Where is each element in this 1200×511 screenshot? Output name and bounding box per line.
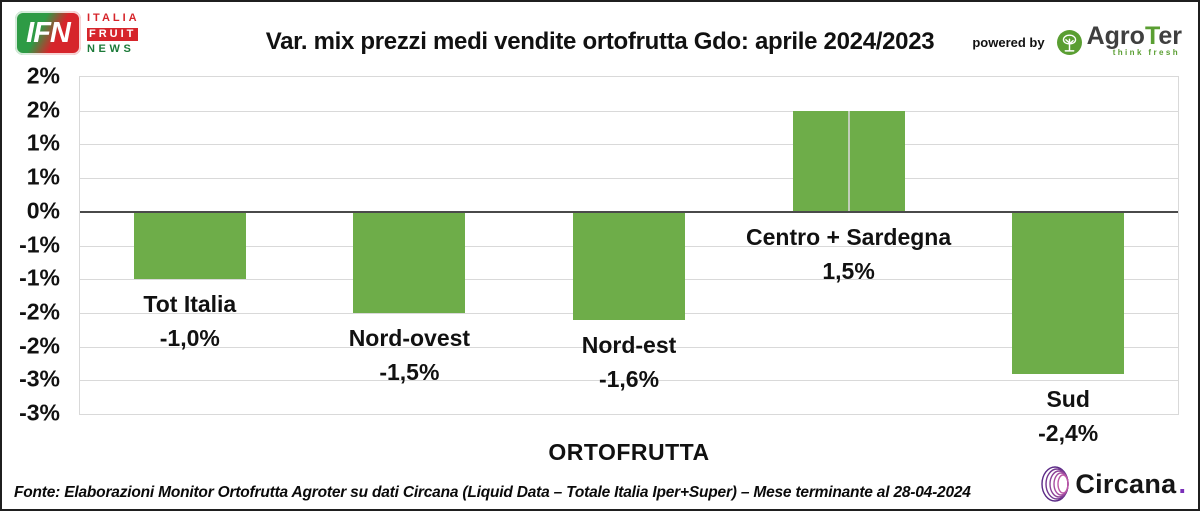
- agroter-tree-icon: [1056, 30, 1082, 55]
- circana-dot: .: [1178, 468, 1186, 499]
- bar-label-block: Centro + Sardegna 1,5%: [729, 220, 969, 288]
- gridline: [80, 380, 1178, 382]
- y-axis-tick-label: -2%: [19, 332, 60, 359]
- y-axis: 2% 2% 1% 1% 0% -1% -1% -2% -2% -3% -3%: [2, 64, 72, 424]
- agroter-logo: AgroTer think fresh: [1056, 22, 1182, 61]
- ifn-word-fruit: FRUIT: [87, 27, 139, 41]
- ifn-word-italia: ITALIA: [87, 12, 140, 24]
- chart-title: Var. mix prezzi medi vendite ortofrutta …: [265, 28, 935, 55]
- bar: [353, 211, 466, 313]
- gridline: [80, 178, 1178, 180]
- y-axis-tick-label: 1%: [26, 129, 60, 156]
- y-axis-tick-label: -3%: [19, 365, 60, 392]
- y-axis-tick-label: 1%: [26, 163, 60, 190]
- bar-value-label: -2,4%: [1038, 419, 1099, 446]
- plot-area: Tot Italia -1,0% Nord-ovest -1,5% Nord-est -1…: [79, 76, 1179, 446]
- bar: [573, 211, 685, 320]
- bar: [133, 211, 246, 280]
- circana-logo: Circana.: [1039, 464, 1186, 504]
- ifn-acronym: IFN: [26, 16, 71, 49]
- bar-label-block: Nord-ovest -1,5%: [289, 321, 529, 389]
- powered-by-label: powered by: [972, 35, 1045, 50]
- y-axis-tick-label: 0%: [26, 197, 60, 224]
- bar-category-label: Centro + Sardegna: [746, 223, 952, 250]
- circana-wordmark: Circana: [1075, 468, 1177, 499]
- ifn-logo: IFN ITALIA FRUIT NEWS: [15, 11, 140, 57]
- y-axis-tick-label: 2%: [26, 96, 60, 123]
- ifn-word-news: NEWS: [87, 43, 135, 55]
- bar-value-label: -1,0%: [159, 325, 220, 352]
- agroter-tagline: think fresh: [1112, 48, 1180, 57]
- y-axis-tick-label: 2%: [26, 62, 60, 89]
- bar-label-block: Nord-est -1,6%: [509, 328, 749, 396]
- ifn-wordmark: ITALIA FRUIT NEWS: [87, 11, 140, 57]
- bar-category-label: Sud: [1046, 385, 1090, 412]
- ifn-logo-mark: IFN: [15, 11, 81, 55]
- bar-category-label: Nord-ovest: [348, 324, 471, 351]
- bar-category-label: Tot Italia: [143, 291, 237, 318]
- bar-value-label: -1,5%: [379, 358, 440, 385]
- bar-seam-artifact: [847, 110, 850, 212]
- y-axis-tick-label: -1%: [19, 264, 60, 291]
- bar-label-block: Tot Italia -1,0%: [70, 287, 310, 355]
- bar: [1012, 211, 1125, 374]
- bar-label-block: Sud -2,4%: [948, 382, 1188, 450]
- source-note: Fonte: Elaborazioni Monitor Ortofrutta A…: [14, 484, 971, 501]
- gridline: [80, 110, 1178, 112]
- bar-value-label: -1,6%: [598, 365, 660, 392]
- bar-value-label: 1,5%: [822, 257, 875, 284]
- bar-category-label: Nord-est: [581, 331, 677, 358]
- zero-axis-line: [80, 210, 1178, 213]
- y-axis-tick-label: -3%: [19, 399, 60, 426]
- gridline: [80, 346, 1178, 348]
- y-axis-tick-label: -2%: [19, 298, 60, 325]
- agroter-wordmark: AgroTer think fresh: [1086, 22, 1182, 57]
- circana-rings-icon: [1041, 466, 1070, 502]
- x-axis-label: ORTOFRUTTA: [548, 439, 710, 465]
- y-axis-tick-label: -1%: [19, 231, 60, 257]
- gridline: [80, 144, 1178, 146]
- agroter-branding: powered by AgroTer think fresh: [972, 24, 1182, 61]
